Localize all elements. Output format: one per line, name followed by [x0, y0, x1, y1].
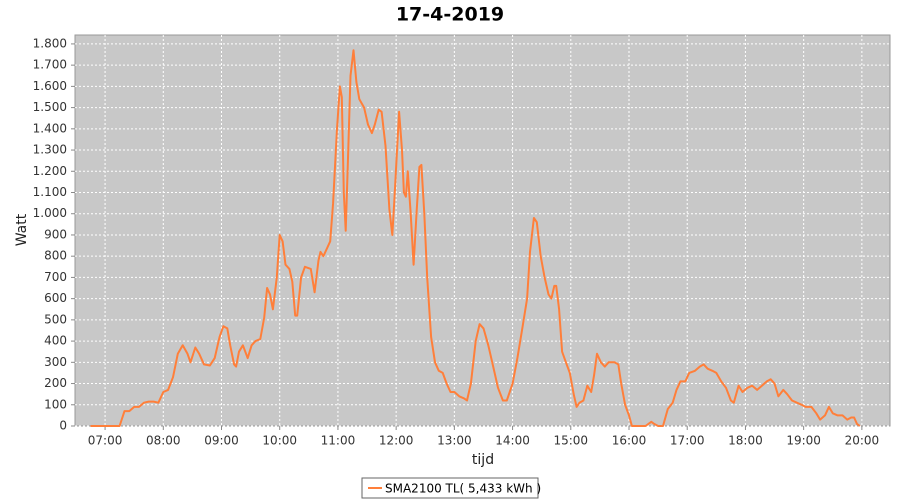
y-tick-label: 1.300: [33, 143, 67, 157]
y-tick-label: 1.600: [33, 79, 67, 93]
legend: [361, 477, 539, 499]
x-tick-label: 12:00: [379, 434, 414, 448]
x-tick-label: 14:00: [495, 434, 530, 448]
y-axis-label: Watt: [14, 213, 30, 246]
y-tick-label: 900: [44, 227, 67, 241]
y-tick-label: 500: [44, 312, 67, 326]
x-tick-label: 18:00: [728, 434, 763, 448]
x-tick-label: 10:00: [262, 434, 297, 448]
y-tick-label: 800: [44, 249, 67, 263]
x-tick-label: 17:00: [670, 434, 705, 448]
data-line: [90, 49, 861, 427]
x-tick-label: 08:00: [146, 434, 181, 448]
y-tick-label: 1.100: [33, 185, 67, 199]
x-tick-label: 07:00: [88, 434, 123, 448]
y-tick-label: 300: [44, 355, 67, 369]
x-tick-label: 11:00: [321, 434, 356, 448]
y-tick-label: 1.200: [33, 164, 67, 178]
y-tick-label: 200: [44, 376, 67, 390]
x-tick-label: 19:00: [786, 434, 821, 448]
x-tick-label: 09:00: [204, 434, 239, 448]
legend-label: SMA2100 TL( 5,433 kWh ): [385, 482, 541, 496]
chart-title: 17-4-2019: [396, 4, 504, 26]
y-tick-label: 1.400: [33, 121, 67, 135]
plot-area: [74, 34, 891, 427]
y-tick-label: 700: [44, 270, 67, 284]
x-axis-label: tijd: [472, 452, 494, 468]
y-tick-label: 1.700: [33, 58, 67, 72]
y-tick-label: 400: [44, 334, 67, 348]
y-tick-label: 0: [59, 419, 67, 433]
x-tick-label: 20:00: [845, 434, 880, 448]
y-tick-label: 1.500: [33, 100, 67, 114]
y-tick-label: 100: [44, 397, 67, 411]
y-tick-label: 1.000: [33, 206, 67, 220]
y-tick-label: 600: [44, 291, 67, 305]
x-tick-label: 16:00: [612, 434, 647, 448]
x-tick-label: 13:00: [437, 434, 472, 448]
y-tick-label: 1.800: [33, 36, 67, 50]
x-tick-label: 15:00: [553, 434, 588, 448]
